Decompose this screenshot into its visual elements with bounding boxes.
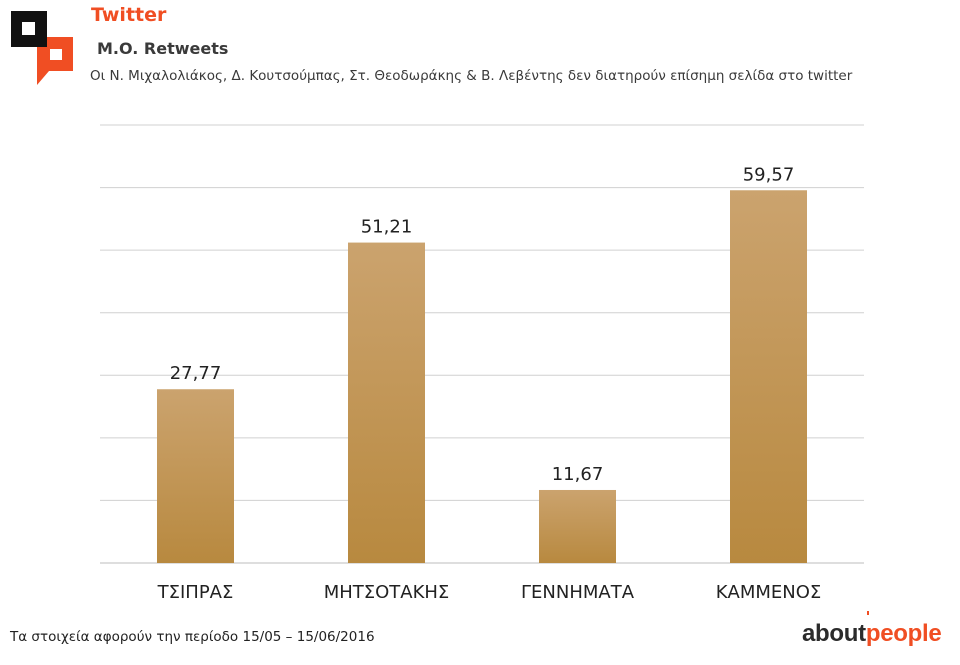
aboutpeople-logo bbox=[11, 11, 73, 85]
data-label: 11,67 bbox=[552, 464, 604, 485]
chart-note: Οι Ν. Μιχαλολιάκος, Δ. Κουτσούμπας, Στ. … bbox=[90, 68, 853, 84]
x-tick-label: ΤΣΙΠΡΑΣ bbox=[157, 582, 234, 603]
platform-title: Twitter bbox=[91, 4, 167, 26]
bar bbox=[157, 389, 234, 563]
bars bbox=[157, 190, 807, 563]
x-tick-label: ΓΕΝΝΗΜΑΤΑ bbox=[521, 582, 635, 603]
period-note: Τα στοιχεία αφορούν την περίοδο 15/05 – … bbox=[10, 629, 375, 645]
data-label: 27,77 bbox=[170, 363, 222, 384]
data-labels: 27,77 51,21 11,67 59,57 bbox=[170, 164, 795, 485]
brand-accent-mark bbox=[867, 611, 869, 615]
x-axis-tick-labels: ΤΣΙΠΡΑΣ ΜΗΤΣΟΤΑΚΗΣ ΓΕΝΝΗΜΑΤΑ ΚΑΜΜΕΝΟΣ bbox=[157, 582, 822, 603]
brand-wordmark-part1: about bbox=[802, 620, 866, 647]
x-tick-label: ΚΑΜΜΕΝΟΣ bbox=[716, 582, 822, 603]
x-tick-label: ΜΗΤΣΟΤΑΚΗΣ bbox=[324, 582, 450, 603]
bar bbox=[730, 190, 807, 563]
bar bbox=[348, 242, 425, 563]
data-label: 51,21 bbox=[361, 217, 413, 238]
data-label: 59,57 bbox=[743, 164, 795, 185]
brand-wordmark-part2: people bbox=[865, 620, 942, 647]
chart-title: M.O. Retweets bbox=[97, 39, 229, 58]
bar bbox=[539, 489, 616, 563]
brand-wordmark: aboutpeople bbox=[802, 620, 942, 648]
